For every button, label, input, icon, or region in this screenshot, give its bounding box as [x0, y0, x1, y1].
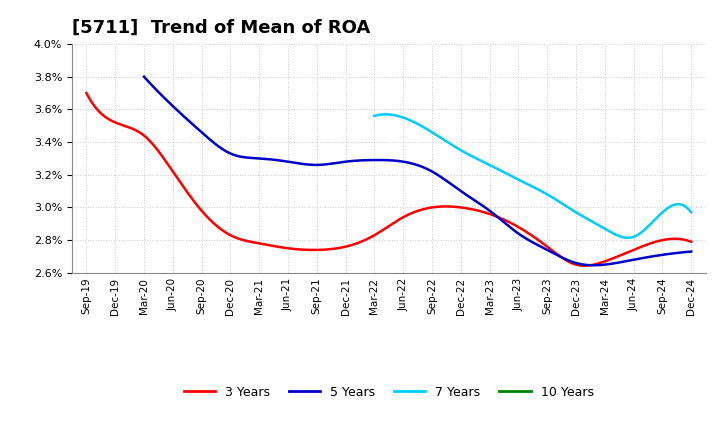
Legend: 3 Years, 5 Years, 7 Years, 10 Years: 3 Years, 5 Years, 7 Years, 10 Years — [179, 381, 598, 404]
Text: [5711]  Trend of Mean of ROA: [5711] Trend of Mean of ROA — [72, 19, 370, 37]
